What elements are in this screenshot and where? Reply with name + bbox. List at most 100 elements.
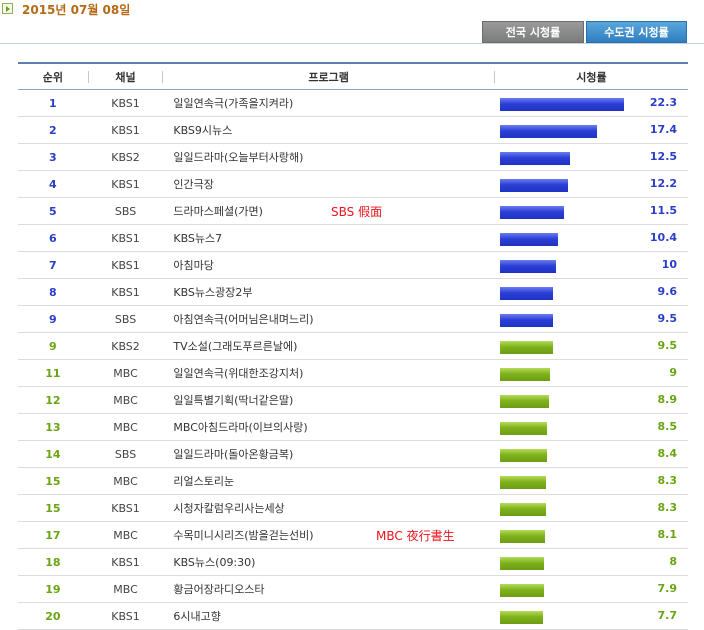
rating-bar [499,530,545,543]
channel-cell: KBS1 [111,555,140,569]
rating-bar [499,611,543,624]
channel-cell: KBS1 [111,231,140,245]
rating-bar [499,125,597,138]
rank-cell: 6 [49,231,57,245]
rank-cell: 18 [45,555,61,569]
rating-cell: 11.5 [495,198,688,224]
table-row: 11 MBC 일일연속극(위대한조강지처) 9 [18,360,688,387]
channel-cell: KBS1 [111,123,140,137]
rank-cell: 7 [49,258,57,272]
rating-value: 9.5 [657,339,678,352]
rating-cell: 8.4 [495,441,688,467]
channel-cell: SBS [114,204,137,218]
table-row: 15 MBC 리얼스토리눈 8.3 [18,468,688,495]
table-row: 17 MBC 수목미니시리즈(밤을걷는선비) 8.1 [18,522,688,549]
rating-cell: 8.3 [495,495,688,521]
rating-cell: 7.9 [495,576,688,602]
program-cell: 일일드라마(오늘부터사랑해) [173,151,304,164]
rating-bar [499,449,547,462]
rating-bar [499,152,570,165]
program-cell: 일일특별기획(딱너같은딸) [173,394,294,407]
tab-national-rating[interactable]: 전국 시청률 [482,21,584,43]
program-cell: 아침마당 [173,259,214,272]
program-cell: 일일연속극(가족을지켜라) [173,97,294,110]
ratings-table: 순위 채널 프로그램 시청률 1 KBS1 일일연속극(가족을지켜라) 22.3 2 KB… [18,62,688,630]
annotation-note: MBC 夜行書生 [376,529,455,543]
program-cell: 황금어장라디오스타 [173,583,265,596]
table-row: 14 SBS 일일드라마(돌아온황금복) 8.4 [18,441,688,468]
table-row: 15 KBS1 시청자칼럼우리사는세상 8.3 [18,495,688,522]
table-row: 2 KBS1 KBS9시뉴스 17.4 [18,117,688,144]
tab-divider [0,43,704,44]
rating-cell: 9.5 [495,333,688,359]
rating-value: 8.3 [657,474,678,487]
rating-cell: 12.5 [495,144,688,170]
table-row: 20 KBS1 6시내고향 7.7 [18,603,688,630]
channel-cell: KBS1 [111,609,140,623]
rank-cell: 4 [49,177,57,191]
rating-cell: 9 [495,360,688,386]
program-cell: 리얼스토리눈 [173,475,235,488]
program-cell: 수목미니시리즈(밤을걷는선비) [173,529,314,542]
channel-cell: KBS1 [111,96,140,110]
rank-cell: 15 [45,474,61,488]
table-row: 19 MBC 황금어장라디오스타 7.9 [18,576,688,603]
table-row: 7 KBS1 아침마당 10 [18,252,688,279]
rating-bar [499,314,553,327]
rating-cell: 12.2 [495,171,688,197]
rank-cell: 17 [45,528,61,542]
table-row: 18 KBS1 KBS뉴스(09:30) 8 [18,549,688,576]
rating-value: 12.2 [649,177,678,190]
rating-bar [499,422,547,435]
rank-cell: 9 [49,312,57,326]
program-cell: 드라마스페셜(가면) [173,205,263,218]
table-row: 5 SBS 드라마스페셜(가면) 11.5 [18,198,688,225]
rating-value: 8.4 [657,447,678,460]
program-cell: 일일드라마(돌아온황금복) [173,448,294,461]
program-cell: TV소설(그래도푸르른날에) [173,340,298,353]
rating-bar [499,503,546,516]
channel-cell: KBS1 [111,177,140,191]
channel-cell: SBS [114,312,137,326]
table-row: 4 KBS1 인간극장 12.2 [18,171,688,198]
channel-cell: MBC [113,366,138,380]
rating-bar [499,368,550,381]
table-body: 1 KBS1 일일연속극(가족을지켜라) 22.3 2 KBS1 KBS9시뉴스 17.4 3 K… [18,90,688,630]
rating-bar [499,206,564,219]
channel-cell: MBC [113,582,138,596]
rank-cell: 19 [45,582,61,596]
rating-cell: 7.7 [495,603,688,629]
header-program: 프로그램 [308,70,349,84]
tab-metro-rating[interactable]: 수도권 시청률 [586,21,687,43]
program-cell: 아침연속극(어머님은내며느리) [173,313,314,326]
header-separator [162,70,164,83]
channel-cell: MBC [113,393,138,407]
program-cell: MBC아침드라마(이브의사랑) [173,421,308,434]
table-header: 순위 채널 프로그램 시청률 [18,64,688,90]
rating-value: 8.1 [657,528,678,541]
rating-value: 11.5 [649,204,678,217]
rating-value: 8.5 [657,420,678,433]
channel-cell: KBS1 [111,285,140,299]
date-bar: 2015년 07월 08일 [0,0,704,20]
rating-bar [499,98,624,111]
table-row: 9 SBS 아침연속극(어머님은내며느리) 9.5 [18,306,688,333]
rating-value: 8.3 [657,501,678,514]
rating-bar [499,341,553,354]
rank-cell: 2 [49,123,57,137]
channel-cell: KBS1 [111,258,140,272]
program-cell: KBS뉴스7 [173,232,223,245]
table-row: 1 KBS1 일일연속극(가족을지켜라) 22.3 [18,90,688,117]
rating-value: 8.9 [657,393,678,406]
rating-value: 17.4 [649,123,678,136]
channel-cell: MBC [113,528,138,542]
rating-cell: 8.5 [495,414,688,440]
rating-bar [499,557,544,570]
header-rank: 순위 [42,70,63,84]
header-separator [493,70,495,83]
date-title: 2015년 07월 08일 [22,3,131,17]
rating-cell: 17.4 [495,117,688,143]
rating-bar [499,476,546,489]
rating-value: 9 [669,366,678,379]
rating-cell: 9.5 [495,306,688,332]
